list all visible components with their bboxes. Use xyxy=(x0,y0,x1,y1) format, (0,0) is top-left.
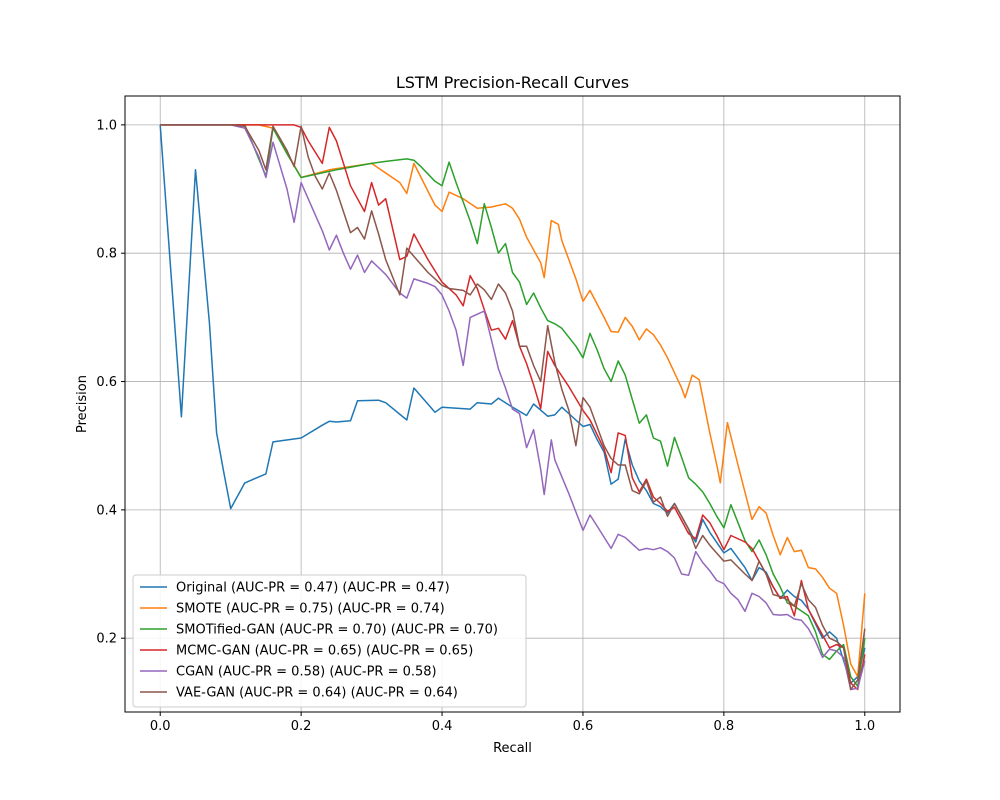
x-tick-label: 0.6 xyxy=(573,719,594,734)
legend-entry-label: CGAN (AUC-PR = 0.58) (AUC-PR = 0.58) xyxy=(176,665,437,680)
plot-frame xyxy=(124,95,901,713)
series-line-smote xyxy=(160,124,866,678)
legend: Original (AUC-PR = 0.47) (AUC-PR = 0.47)… xyxy=(132,574,527,708)
x-tick-label: 1.0 xyxy=(854,719,875,734)
series-line-smotified-gan xyxy=(160,124,866,688)
y-tick-label: 0.2 xyxy=(96,632,117,647)
y-tick-label: 0.6 xyxy=(96,375,117,390)
legend-entry-label: MCMC-GAN (AUC-PR = 0.65) (AUC-PR = 0.65) xyxy=(176,644,473,659)
y-tick-label: 0.8 xyxy=(96,247,117,262)
x-tick-label: 0.8 xyxy=(714,719,735,734)
x-tick-label: 0.4 xyxy=(432,719,453,734)
legend-box xyxy=(132,574,527,708)
legend-entry-label: VAE-GAN (AUC-PR = 0.64) (AUC-PR = 0.64) xyxy=(176,686,458,701)
x-tick-label: 0.0 xyxy=(150,719,171,734)
series-line-cgan xyxy=(160,124,866,691)
legend-entry-label: Original (AUC-PR = 0.47) (AUC-PR = 0.47) xyxy=(176,581,450,596)
legend-entry-label: SMOTE (AUC-PR = 0.75) (AUC-PR = 0.74) xyxy=(176,602,445,617)
series-line-vae-gan xyxy=(160,124,866,691)
axis-ticks: 0.0 0.2 0.4 0.6 0.8 1.0 0.2 0.4 0.6 0.8 1.0 xyxy=(96,118,875,734)
y-tick-label: 0.4 xyxy=(96,503,117,518)
series-lines xyxy=(159,124,866,691)
legend-entry-label: SMOTified-GAN (AUC-PR = 0.70) (AUC-PR = … xyxy=(176,623,498,638)
x-axis-label: Recall xyxy=(493,741,532,756)
y-tick-label: 1.0 xyxy=(96,118,117,133)
y-axis-label: Precision xyxy=(75,375,90,433)
x-tick-label: 0.2 xyxy=(291,719,312,734)
chart-title: LSTM Precision-Recall Curves xyxy=(396,73,629,92)
